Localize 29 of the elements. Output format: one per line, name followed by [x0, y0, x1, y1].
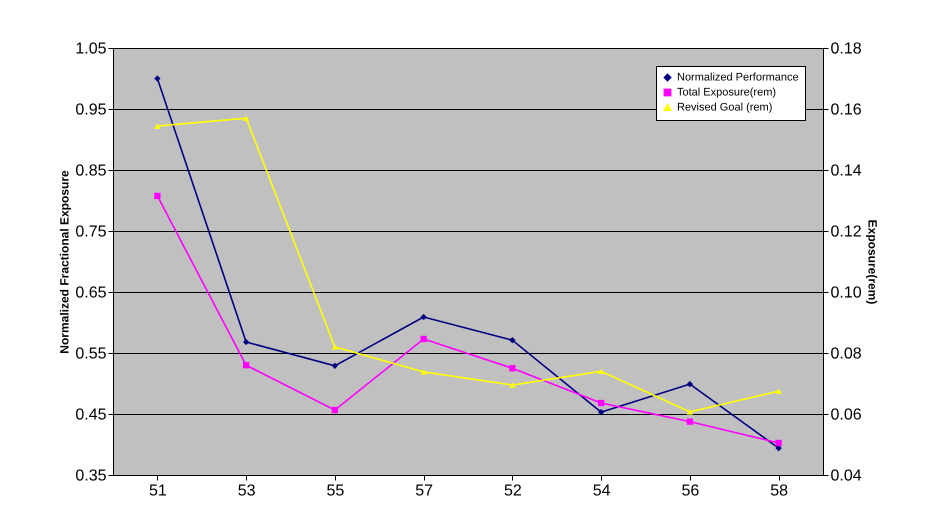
legend-label: Total Exposure(rem): [677, 86, 776, 98]
y2-axis-title: Exposure(rem): [866, 220, 880, 304]
y-tick-label: 0.75: [75, 224, 107, 240]
y2-tick-label: 0.04: [830, 468, 862, 484]
y2-tick-label: 0.12: [830, 224, 862, 240]
y2-tick-label: 0.06: [830, 406, 862, 424]
y2-tick-label: 0.18: [830, 40, 862, 58]
legend-label: Revised Goal (rem): [677, 102, 772, 114]
y-tick-label: 1.05: [75, 40, 107, 58]
x-tick-label: 57: [415, 482, 434, 500]
x-tick-label: 52: [504, 482, 522, 500]
y-tick-label: 0.45: [75, 406, 107, 424]
x-tick-label: 51: [148, 482, 167, 500]
x-tick-label: 58: [770, 482, 788, 500]
x-tick-label: 55: [326, 482, 344, 500]
y2-tick-label: 0.16: [830, 102, 862, 118]
y-tick-label: 0.65: [75, 284, 107, 302]
y2-tick-label: 0.14: [830, 162, 862, 180]
legend-label: Normalized Performance: [677, 72, 799, 84]
x-tick-label: 56: [681, 482, 700, 500]
y2-tick-label: 0.08: [830, 346, 862, 362]
y-tick-label: 0.35: [75, 468, 107, 484]
x-tick-label: 54: [592, 482, 611, 500]
y-axis-title: Normalized Fractional Exposure: [57, 170, 72, 354]
y-tick-label: 0.95: [75, 102, 107, 118]
y-tick-label: 0.55: [75, 346, 107, 362]
y2-tick-label: 0.10: [830, 284, 862, 302]
y-tick-label: 0.85: [75, 162, 107, 180]
x-tick-label: 53: [238, 482, 256, 500]
